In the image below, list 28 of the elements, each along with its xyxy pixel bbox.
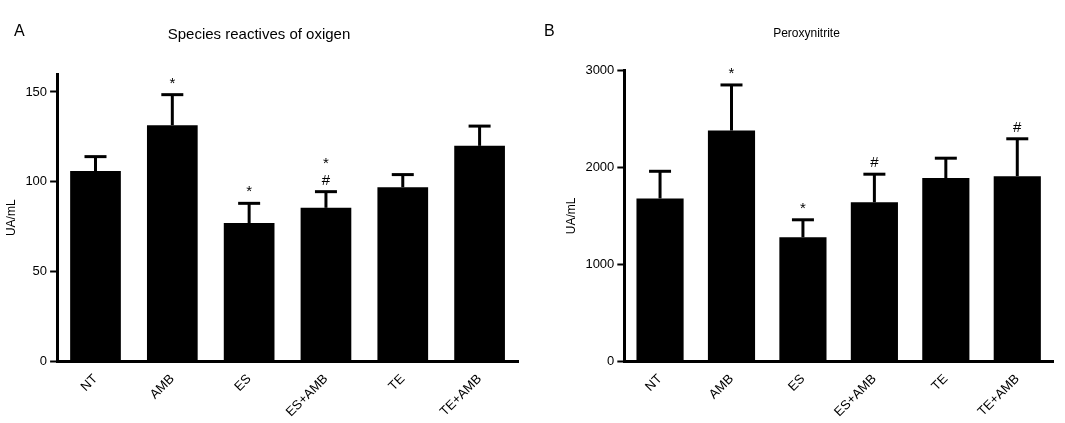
annotation: * <box>323 153 330 171</box>
annotation: * <box>169 73 176 91</box>
y-tick-label: 150 <box>25 83 48 99</box>
text: B <box>544 22 555 40</box>
chart-title: Peroxynitrite <box>773 25 841 40</box>
y-tick-label: 1000 <box>585 255 615 271</box>
y-tick-label: 2000 <box>585 158 615 174</box>
y-tick-label: 0 <box>607 353 615 368</box>
y-axis-title: UA/mL <box>563 197 578 235</box>
y-tick-label: 50 <box>32 263 48 279</box>
y-tick-label: 100 <box>25 173 48 189</box>
y-tick-label: 0 <box>39 353 48 368</box>
annotation: # <box>321 170 331 188</box>
x-tick-label: ES <box>230 370 255 394</box>
x-tick-label: NT <box>641 370 665 394</box>
annotation: * <box>246 182 253 200</box>
x-tick-label: TE <box>385 370 408 394</box>
chart-title: Species reactives of oxigen <box>167 25 351 43</box>
x-tick-label: NT <box>77 370 101 394</box>
annotation: * <box>800 198 807 216</box>
x-tick-label: ES <box>784 370 808 394</box>
annotation: * <box>728 64 735 82</box>
text: A <box>14 22 25 40</box>
y-axis-title: UA/mL <box>3 199 18 237</box>
x-tick-label: TE <box>928 370 951 394</box>
y-tick-label: 3000 <box>585 61 615 77</box>
annotation: # <box>1013 117 1023 135</box>
annotation: # <box>870 153 880 171</box>
